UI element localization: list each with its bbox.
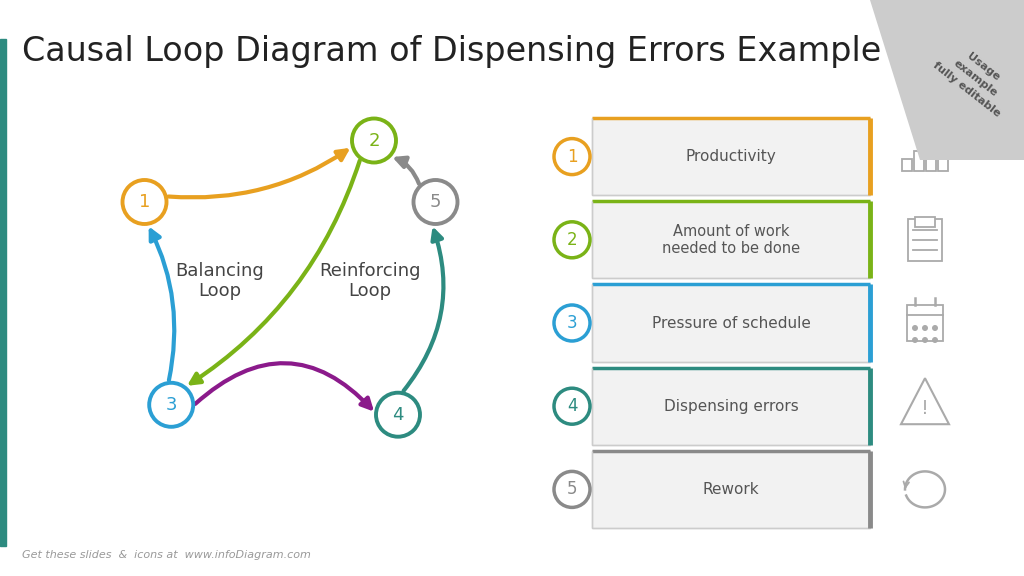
Circle shape	[554, 222, 590, 258]
Text: 5: 5	[430, 193, 441, 211]
Text: Get these slides  &  icons at  www.infoDiagram.com: Get these slides & icons at www.infoDiag…	[22, 550, 311, 560]
Text: 2: 2	[566, 231, 578, 249]
Circle shape	[912, 325, 918, 331]
Bar	[592, 451, 870, 528]
Text: Productivity: Productivity	[686, 149, 776, 164]
Bar	[938, 143, 948, 170]
Text: Amount of work
needed to be done: Amount of work needed to be done	[662, 223, 800, 256]
Circle shape	[912, 337, 918, 343]
Text: Dispensing errors: Dispensing errors	[664, 399, 799, 414]
Circle shape	[932, 337, 938, 343]
FancyArrowPatch shape	[151, 230, 174, 380]
Bar	[914, 151, 924, 170]
Circle shape	[150, 383, 194, 427]
Text: Balancing
Loop: Balancing Loop	[176, 262, 264, 301]
FancyArrowPatch shape	[190, 161, 359, 383]
Text: 4: 4	[566, 397, 578, 415]
Text: 1: 1	[139, 193, 151, 211]
Bar	[592, 285, 870, 362]
Circle shape	[554, 471, 590, 507]
Circle shape	[922, 337, 928, 343]
Bar	[0, 39, 6, 546]
FancyArrowPatch shape	[196, 363, 371, 408]
Circle shape	[554, 388, 590, 424]
Bar	[915, 217, 935, 227]
Circle shape	[414, 180, 458, 224]
Text: !: !	[921, 399, 929, 418]
Bar	[592, 201, 870, 278]
Text: Usage
example
fully editable: Usage example fully editable	[931, 38, 1019, 119]
Bar	[592, 118, 870, 195]
Bar	[592, 367, 870, 445]
Text: 3: 3	[166, 396, 177, 414]
Circle shape	[123, 180, 167, 224]
Circle shape	[554, 139, 590, 175]
FancyArrowPatch shape	[169, 150, 346, 198]
Text: Rework: Rework	[702, 482, 760, 497]
Bar	[926, 155, 936, 170]
Text: Causal Loop Diagram of Dispensing Errors Example: Causal Loop Diagram of Dispensing Errors…	[22, 35, 882, 68]
Circle shape	[352, 119, 396, 162]
Circle shape	[922, 325, 928, 331]
Polygon shape	[870, 0, 1024, 160]
FancyArrowPatch shape	[403, 231, 443, 391]
Text: 5: 5	[566, 480, 578, 498]
Bar	[907, 305, 943, 341]
Text: 1: 1	[566, 147, 578, 166]
Text: 2: 2	[369, 131, 380, 150]
Text: Pressure of schedule: Pressure of schedule	[651, 316, 810, 331]
Bar	[908, 219, 942, 261]
Circle shape	[554, 305, 590, 341]
Circle shape	[932, 325, 938, 331]
Circle shape	[376, 393, 420, 437]
Text: 4: 4	[392, 406, 403, 424]
Bar	[902, 160, 912, 170]
FancyArrowPatch shape	[396, 158, 419, 184]
Text: Reinforcing
Loop: Reinforcing Loop	[319, 262, 421, 301]
Text: 3: 3	[566, 314, 578, 332]
